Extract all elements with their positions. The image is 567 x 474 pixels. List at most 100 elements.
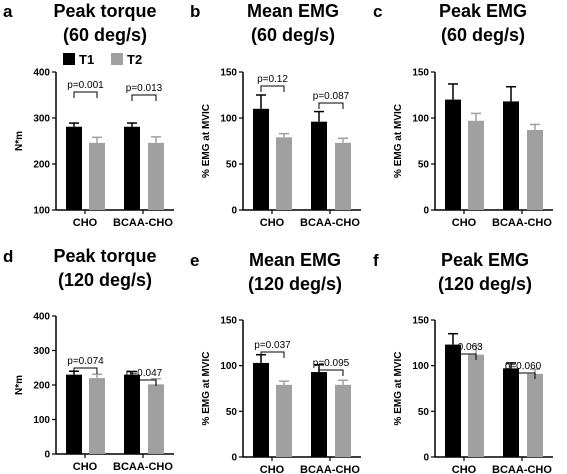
y-tick-label: 150: [412, 316, 429, 327]
panel-title-line: Peak EMG: [441, 250, 529, 270]
bar-t1-bcaa-cho: [503, 101, 519, 210]
panel-letter: c: [373, 2, 382, 21]
y-tick-label: 200: [33, 160, 50, 171]
p-value-label: p=0.074: [67, 356, 104, 367]
p-value-label: p=0.063: [446, 342, 483, 353]
y-tick-label: 0: [231, 206, 237, 217]
y-tick-label: 300: [33, 114, 50, 125]
bar-t1-bcaa-cho: [311, 121, 327, 210]
y-axis-label: % EMG at MVIC: [393, 104, 404, 178]
y-tick-label: 100: [33, 415, 50, 426]
x-tick-label: BCAA-CHO: [300, 464, 360, 474]
y-tick-label: 100: [412, 114, 429, 125]
bar-t2-cho: [468, 354, 484, 457]
significance-bracket: [260, 351, 285, 358]
panel-f: f Peak EMG (120 deg/s) 0 50 100 150 % EMG at MV…: [373, 250, 553, 474]
x-tick-label: BCAA-CHO: [492, 217, 552, 229]
panel-title-line: (60 deg/s): [63, 25, 147, 45]
y-tick-label: 150: [220, 68, 237, 79]
panel-letter: a: [3, 2, 13, 21]
y-tick-label: 50: [226, 407, 238, 418]
y-tick-label: 0: [231, 453, 237, 464]
p-value-label: p=0.060: [505, 361, 542, 372]
y-tick-label: 300: [33, 346, 50, 357]
x-tick-label: BCAA-CHO: [113, 217, 173, 229]
p-value-label: p=0.047: [126, 368, 163, 379]
panel-title-line: (120 deg/s): [248, 274, 342, 294]
x-tick-label: BCAA-CHO: [492, 464, 552, 474]
legend: T1 T2: [63, 52, 142, 67]
p-value-label: p=0.095: [313, 358, 350, 369]
p-value-label: p=0.001: [67, 80, 104, 91]
y-tick-label: 50: [418, 160, 430, 171]
bar-t2-cho: [89, 378, 105, 454]
y-tick-label: 400: [33, 312, 50, 323]
bar-t1-bcaa-cho: [311, 372, 327, 457]
panel-title-line: Mean EMG: [249, 250, 341, 270]
y-axis-label: % EMG at MVIC: [201, 104, 212, 178]
bar-t1-bcaa-cho: [124, 126, 140, 210]
bar-t2-cho: [276, 137, 292, 210]
y-tick-label: 0: [44, 450, 50, 461]
y-axis-label: % EMG at MVIC: [393, 352, 404, 426]
x-tick-label: CHO: [452, 217, 477, 229]
panel-title-line: (60 deg/s): [251, 25, 335, 45]
bar-t1-cho: [66, 374, 82, 454]
y-tick-label: 100: [220, 114, 237, 125]
significance-bracket: [452, 353, 477, 360]
significance-bracket: [510, 372, 536, 379]
bar-t2-bcaa-cho: [148, 384, 164, 454]
y-tick-label: 400: [33, 68, 50, 79]
panel-title-line: Mean EMG: [247, 1, 339, 21]
legend-swatch-t1: [63, 53, 75, 65]
panel-title-line: Peak torque: [53, 246, 156, 266]
panel-a: a Peak torque (60 deg/s) 100 200 300 400 N*m CHO…: [3, 1, 174, 229]
bar-t1-cho: [253, 362, 269, 457]
significance-bracket: [73, 91, 98, 98]
bar-t2-cho: [276, 384, 292, 457]
bar-t2-bcaa-cho: [335, 142, 351, 210]
legend-label-t2: T2: [127, 52, 142, 67]
bar-t2-bcaa-cho: [335, 384, 351, 457]
panel-title-line: Peak torque: [53, 1, 156, 21]
y-axis-label: N*m: [14, 131, 25, 151]
x-tick-label: CHO: [260, 217, 285, 229]
y-tick-label: 100: [220, 361, 237, 372]
bar-t2-bcaa-cho: [527, 129, 543, 210]
y-tick-label: 50: [226, 160, 238, 171]
significance-bracket: [260, 85, 285, 92]
y-tick-label: 200: [33, 381, 50, 392]
p-value-label: p=0.013: [126, 83, 163, 94]
significance-bracket: [131, 379, 157, 386]
panel-b: b Mean EMG (60 deg/s) 0 50 100 150 % EMG at MVI…: [190, 1, 361, 229]
p-value-label: p=0.037: [254, 340, 291, 351]
bar-t1-bcaa-cho: [124, 374, 140, 454]
bar-t2-cho: [89, 142, 105, 210]
panel-d: d Peak torque (120 deg/s) 0 100 200 300 400 N*m C…: [3, 246, 174, 473]
x-tick-label: BCAA-CHO: [113, 461, 173, 473]
y-tick-label: 50: [418, 407, 430, 418]
x-tick-label: CHO: [260, 464, 285, 474]
panel-title-line: (60 deg/s): [441, 25, 525, 45]
significance-bracket: [131, 94, 157, 101]
legend-label-t1: T1: [79, 52, 94, 67]
panel-title-line: Peak EMG: [439, 1, 527, 21]
bar-t1-cho: [445, 99, 461, 210]
y-axis-label: % EMG at MVIC: [201, 352, 212, 426]
significance-bracket: [318, 369, 344, 376]
x-tick-label: CHO: [73, 217, 98, 229]
y-tick-label: 100: [412, 361, 429, 372]
y-tick-label: 100: [33, 206, 50, 217]
bar-t1-cho: [66, 126, 82, 210]
x-tick-label: CHO: [73, 461, 98, 473]
panel-title-line: (120 deg/s): [438, 274, 532, 294]
panel-e: e Mean EMG (120 deg/s) 0 50 100 150 % EMG at MV…: [190, 250, 361, 474]
bar-t1-bcaa-cho: [503, 368, 519, 457]
y-tick-label: 150: [412, 68, 429, 79]
panel-letter: f: [373, 251, 379, 270]
significance-bracket: [73, 367, 98, 374]
y-axis-label: N*m: [14, 375, 25, 395]
panel-letter: e: [190, 251, 199, 270]
y-tick-label: 150: [220, 316, 237, 327]
